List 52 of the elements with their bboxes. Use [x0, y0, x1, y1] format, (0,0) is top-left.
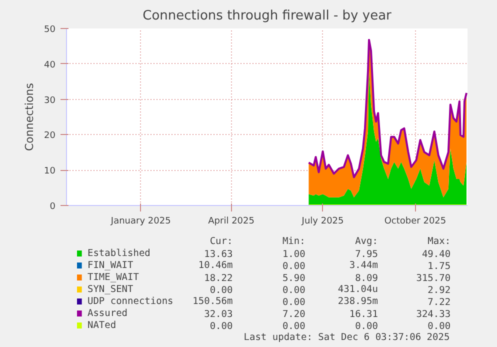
text: 7.95: [355, 249, 378, 260]
text: 0.00: [355, 321, 378, 332]
chart-title: Connections through firewall - by year: [142, 8, 392, 24]
text: Avg:: [355, 236, 378, 247]
y-tick-label: 10: [44, 166, 56, 177]
legend-label: Assured: [87, 308, 128, 319]
text: 7.22: [428, 297, 451, 308]
x-tick-label: July 2025: [300, 216, 344, 226]
y-tick-label: 0: [50, 202, 56, 212]
x-tick-label: April 2025: [208, 216, 254, 226]
y-tick-label: 30: [44, 96, 56, 106]
text: 238.95m: [338, 296, 378, 307]
y-tick-label: 40: [44, 60, 56, 70]
y-tick-label: 20: [44, 131, 56, 142]
text: Last update: Sat Dec 6 03:37:06 2025: [244, 332, 450, 343]
text: 0.00: [282, 261, 306, 272]
legend-label: Established: [87, 248, 150, 259]
text: Max:: [428, 236, 451, 247]
text: 324.33: [416, 309, 451, 320]
text: 7.20: [282, 309, 306, 320]
text: 8.09: [355, 273, 378, 284]
legend-label: NATed: [87, 320, 116, 331]
text: 0.00: [210, 285, 233, 296]
text: 0.00: [282, 321, 306, 332]
text: 13.63: [204, 249, 233, 260]
legend-label: FIN_WAIT: [87, 260, 134, 271]
text: 150.56m: [192, 296, 233, 307]
text: 1.75: [428, 261, 451, 272]
text: 315.70: [416, 273, 451, 284]
text: 2.92: [428, 285, 451, 296]
text: 0.00: [282, 285, 306, 296]
text: Cur:: [210, 236, 233, 247]
text: 5.90: [282, 273, 306, 284]
legend-label: SYN_SENT: [87, 284, 134, 295]
text: 431.04u: [338, 284, 378, 295]
text: Min:: [282, 236, 306, 247]
text: 0.00: [210, 321, 233, 332]
text: 0.00: [282, 297, 306, 308]
text: 18.22: [204, 273, 233, 284]
text: 32.03: [204, 309, 233, 320]
text: 3.44m: [349, 260, 378, 271]
text: 49.40: [422, 249, 451, 260]
text: 16.31: [349, 309, 378, 320]
y-axis-title: Connections: [23, 82, 36, 151]
text: 10.46m: [198, 260, 233, 271]
y-tick-label: 50: [44, 25, 56, 35]
legend-label: UDP connections: [87, 296, 174, 307]
x-tick-label: January 2025: [110, 216, 171, 226]
text: 0.00: [428, 321, 451, 332]
legend-label: TIME_WAIT: [87, 272, 140, 283]
x-tick-label: October 2025: [384, 216, 446, 226]
text: 1.00: [282, 249, 306, 260]
